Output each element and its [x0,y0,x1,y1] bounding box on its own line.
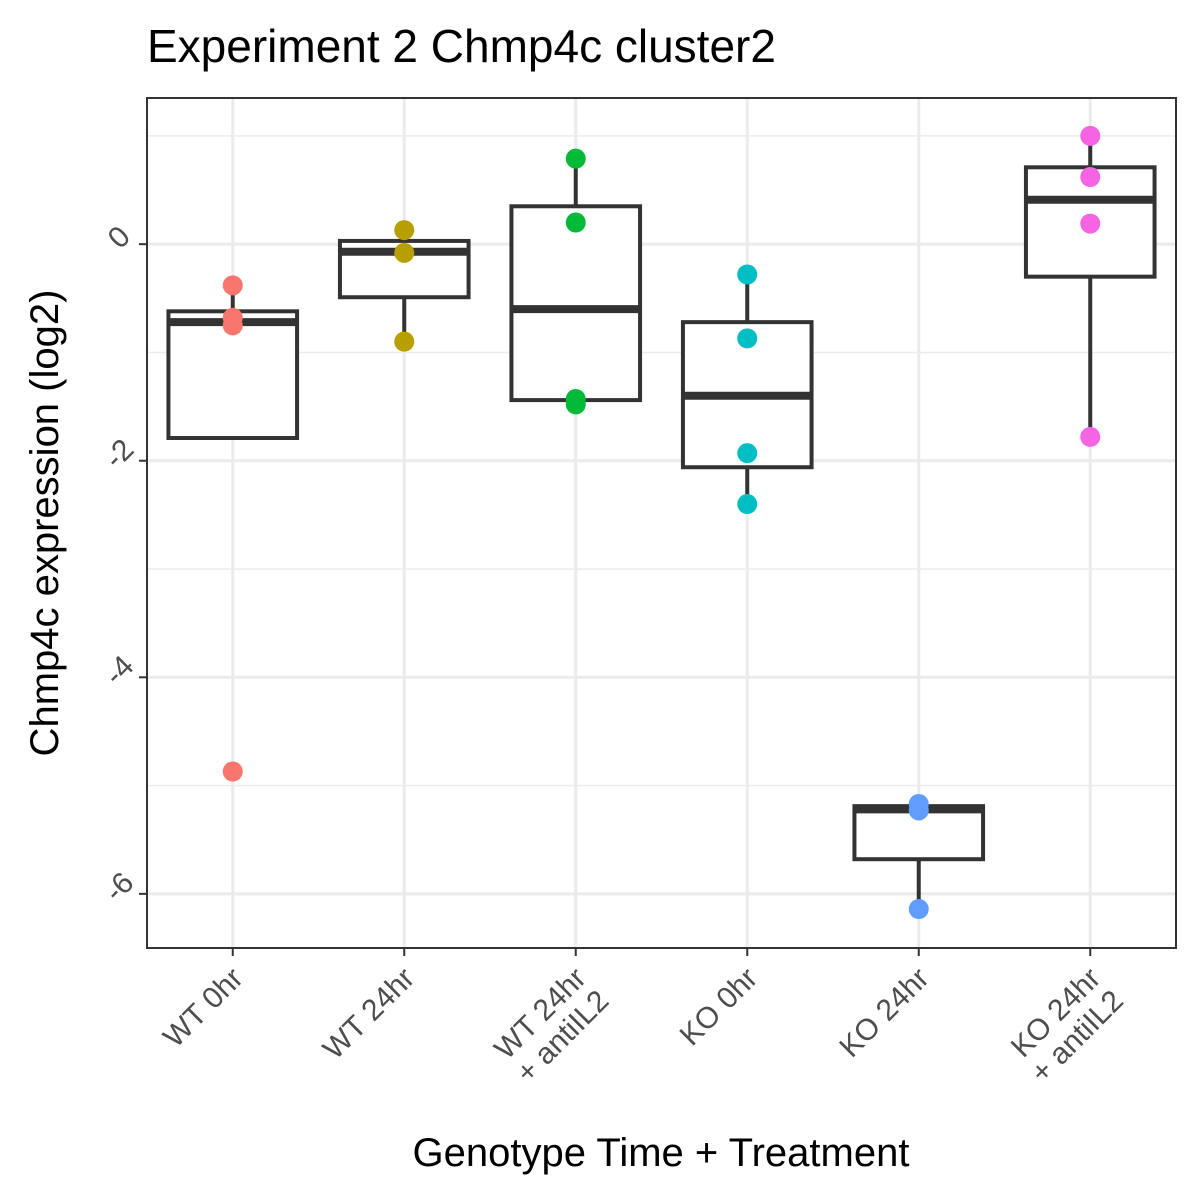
data-point [394,220,415,241]
plot-border [146,97,1177,949]
y-tick-label: -4 [98,649,140,691]
data-point [908,800,929,821]
y-axis-ticks: -6 -4 -2 0 [98,220,147,908]
data-point [908,899,929,920]
data-point [222,275,243,296]
data-point [565,212,586,233]
data-point [565,148,586,169]
x-tick-label: WT 24hr+ antiIL2 [487,962,615,1090]
box-plots [166,135,1157,910]
data-point [737,494,758,515]
data-points [222,125,1101,920]
x-tick-label-line: KO 0hr [674,962,765,1053]
x-tick-label: WT 24hr [317,962,421,1066]
data-point [565,394,586,415]
chart-title: Experiment 2 Chmp4c cluster2 [147,20,776,72]
data-point [737,443,758,464]
data-point [737,264,758,285]
data-point [1080,426,1101,447]
x-tick-label-line: WT 0hr [157,962,249,1054]
data-point [1080,167,1101,188]
data-point [222,761,243,782]
x-tick-label: WT 0hr [157,962,249,1054]
y-tick-label: -2 [98,433,140,475]
data-point [1080,125,1101,146]
y-tick-label: 0 [102,220,137,255]
data-point [394,331,415,352]
plot-background [147,98,1176,948]
x-axis-ticks: WT 0hr WT 24hr WT 24hr+ antiIL2 KO 0hr KO 24… [157,948,1130,1090]
data-point [222,315,243,336]
x-tick-label-line: WT 24hr [317,962,421,1066]
data-point [737,328,758,349]
x-axis-title: Genotype Time + Treatment [413,1131,910,1175]
x-tick-label: KO 24hr+ antiIL2 [1002,962,1130,1090]
x-tick-label-line: KO 24hr [833,962,935,1064]
box [509,204,643,403]
x-tick-label: KO 24hr [833,962,935,1064]
y-axis-title: Chmp4c expression (log2) [23,290,67,757]
x-tick-label: KO 0hr [674,962,765,1053]
data-point [1080,213,1101,234]
y-tick-label: -6 [98,866,140,908]
data-point [394,242,415,263]
